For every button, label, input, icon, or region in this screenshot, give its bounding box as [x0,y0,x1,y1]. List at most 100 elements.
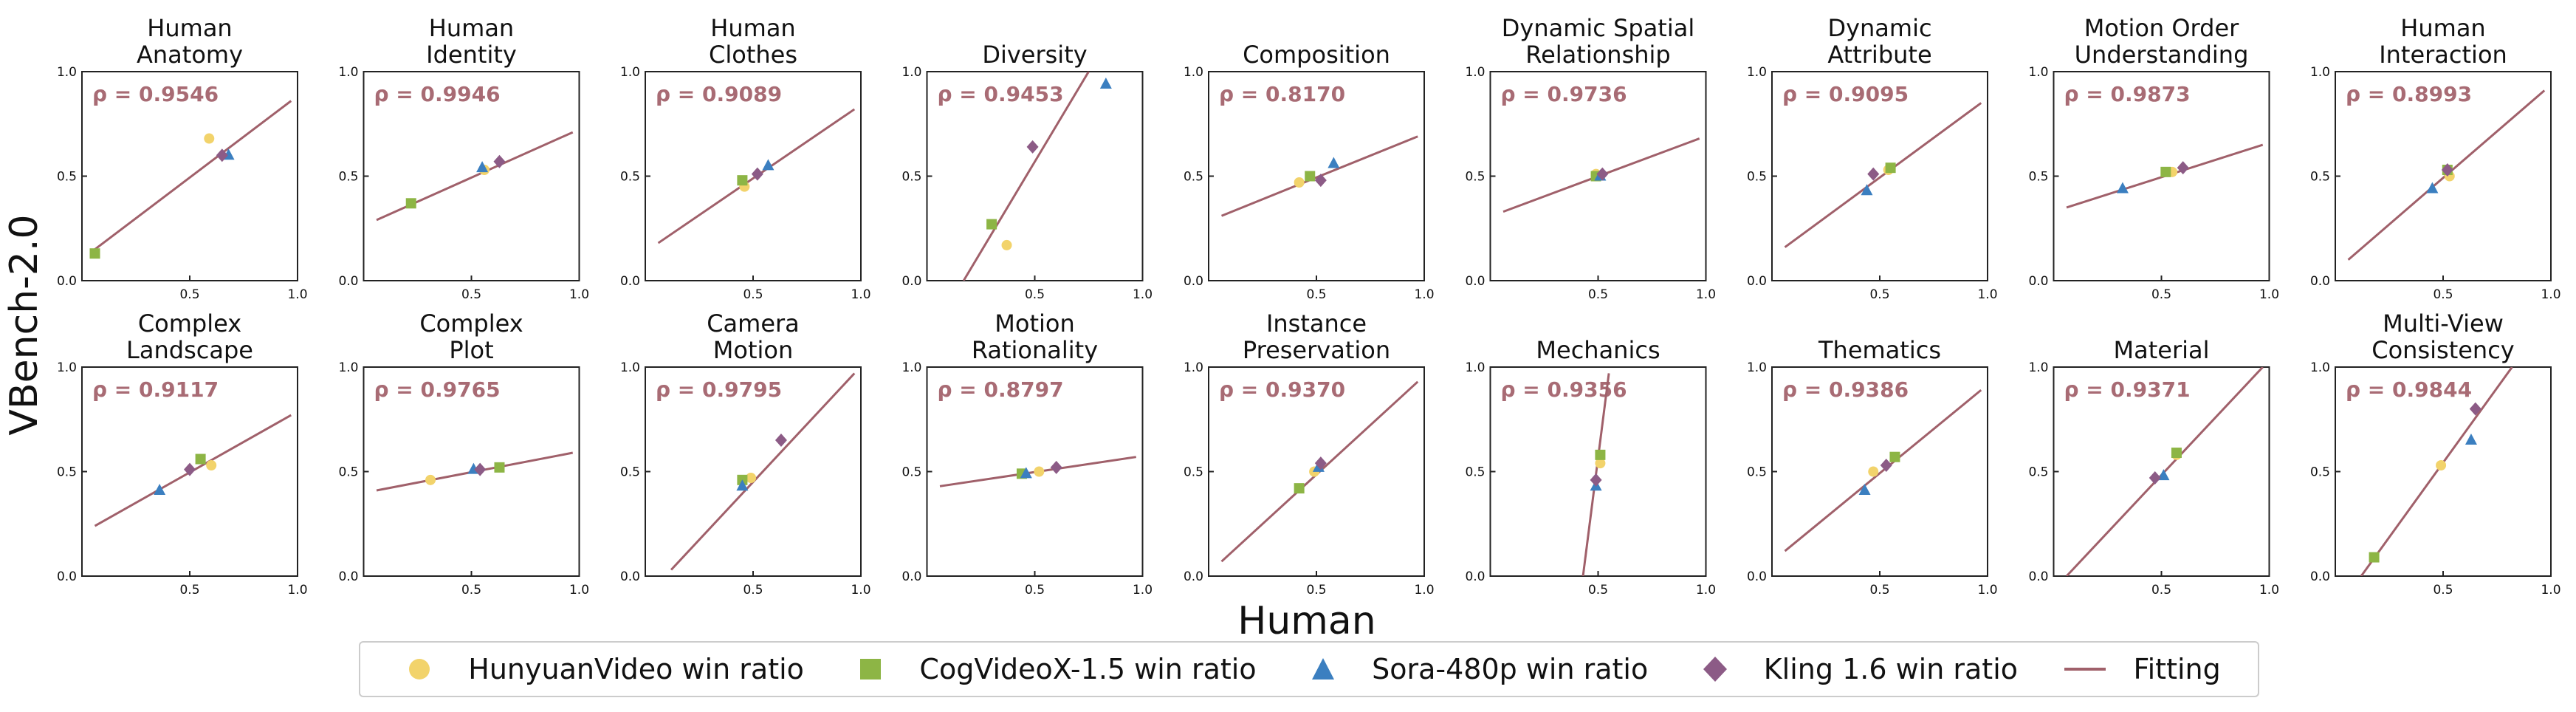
point-kling [474,462,487,476]
subplot-title: Composition [1243,41,1390,69]
x-tick-label: 0.5 [743,287,763,302]
subplot-title: Human [2400,14,2485,42]
y-tick-label: 0.0 [1465,274,1485,289]
y-tick-label: 0.5 [1465,170,1485,185]
point-hunyuanvideo [746,472,757,483]
x-tick-label: 1.0 [1133,287,1153,302]
y-tick-label: 0.0 [1747,569,1767,584]
subplot-title: Human [147,14,232,42]
point-sora [476,161,489,173]
rho-annotation: ρ = 0.8170 [1219,82,1345,106]
subplot-title: Rationality [972,336,1098,364]
point-hunyuanvideo [1294,177,1305,188]
point-cogvideox [89,248,100,259]
correlation-figure: VBench-2.0HumanHumanAnatomy0.00.50.51.01… [2,14,2561,635]
y-tick-label: 0.5 [57,170,77,185]
point-kling [2441,163,2453,177]
x-tick-label: 0.5 [461,583,481,598]
x-tick-label: 1.0 [2259,583,2279,598]
x-tick-label: 1.0 [1133,583,1153,598]
legend-square-marker [860,659,882,680]
y-tick-label: 0.0 [901,274,921,289]
x-tick-label: 1.0 [2541,287,2560,302]
rho-annotation: ρ = 0.9546 [92,82,219,106]
y-tick-label: 0.0 [2310,274,2330,289]
point-sora [736,479,749,491]
rho-annotation: ρ = 0.9795 [656,377,782,402]
x-tick-label: 1.0 [851,287,870,302]
y-tick-label: 1.0 [1747,360,1767,375]
point-cogvideox [737,175,748,186]
legend-label-hunyuan: HunyuanVideo win ratio [468,653,804,685]
y-tick-label: 0.0 [1465,569,1485,584]
x-tick-label: 1.0 [1696,583,1716,598]
x-tick-label: 0.5 [743,583,763,598]
x-tick-label: 1.0 [287,583,307,598]
point-sora [2465,434,2477,445]
legend-line-marker [2064,668,2106,671]
point-hunyuanvideo [206,460,217,471]
fit-line [94,100,292,250]
y-tick-label: 1.0 [901,360,921,375]
fit-line [670,372,856,571]
rho-annotation: ρ = 0.9386 [1782,377,1909,402]
point-hunyuanvideo [1034,466,1045,477]
y-tick-label: 1.0 [57,360,77,375]
subplot-title: Preservation [1243,336,1390,364]
x-tick-label: 0.5 [1869,287,1889,302]
legend-label-sora: Sora-480p win ratio [1372,653,1649,685]
subplot-title: Complex [138,309,241,338]
legend: HunyuanVideo win ratio CogVideoX-1.5 win… [359,641,2259,697]
y-tick-label: 0.0 [620,569,640,584]
point-hunyuanvideo [425,474,436,485]
rho-annotation: ρ = 0.9736 [1501,82,1627,106]
rho-annotation: ρ = 0.9371 [2064,377,2191,402]
rho-annotation: ρ = 0.9453 [938,82,1064,106]
y-tick-label: 1.0 [1465,360,1485,375]
y-tick-label: 0.5 [620,170,640,185]
y-tick-label: 1.0 [2310,65,2330,80]
point-kling [216,148,228,162]
x-tick-label: 0.5 [1025,583,1045,598]
point-sora [1099,77,1112,89]
point-kling [184,462,196,476]
legend-label-kling: Kling 1.6 win ratio [1763,653,2018,685]
y-tick-label: 0.0 [1184,569,1203,584]
y-tick-label: 1.0 [620,360,640,375]
rho-annotation: ρ = 0.9117 [92,377,219,402]
point-kling [1867,167,1880,181]
subplot-title: Dynamic [1827,14,1931,42]
rho-annotation: ρ = 0.9370 [1219,377,1345,402]
y-tick-label: 1.0 [2028,65,2048,80]
point-kling [1314,174,1327,188]
subplot-title: Motion [995,309,1074,338]
point-cogvideox [986,219,997,230]
fit-line [2360,367,2513,576]
subplot-title: Interaction [2379,41,2507,69]
y-tick-label: 0.5 [2310,170,2330,185]
rho-annotation: ρ = 0.9095 [1782,82,1909,106]
point-sora [1858,483,1871,495]
x-tick-label: 0.5 [1869,583,1889,598]
fit-line [1784,102,1982,248]
y-tick-label: 1.0 [338,360,358,375]
y-tick-label: 1.0 [1465,65,1485,80]
point-kling [1590,473,1602,487]
point-cogvideox [1889,451,1900,462]
subplot-title: Human [710,14,795,42]
legend-label-cogvideox: CogVideoX-1.5 win ratio [919,653,1257,685]
point-kling [774,434,787,448]
subplot-title: Attribute [1827,41,1931,69]
subplot-title: Motion Order [2084,14,2239,42]
rho-annotation: ρ = 0.9844 [2346,377,2472,402]
point-cogvideox [1595,449,1606,460]
y-tick-label: 1.0 [2028,360,2048,375]
point-sora [2426,182,2439,194]
subplot-title: Identity [426,41,517,69]
point-kling [1050,460,1062,474]
